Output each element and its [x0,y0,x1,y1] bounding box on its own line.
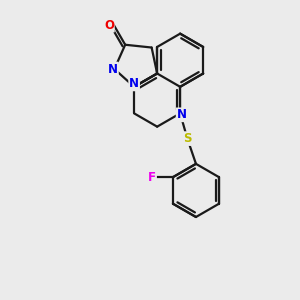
Text: N: N [177,108,187,121]
Text: N: N [129,77,139,90]
Text: F: F [148,171,156,184]
Text: N: N [108,62,118,76]
Text: O: O [104,19,114,32]
Text: S: S [183,132,192,145]
